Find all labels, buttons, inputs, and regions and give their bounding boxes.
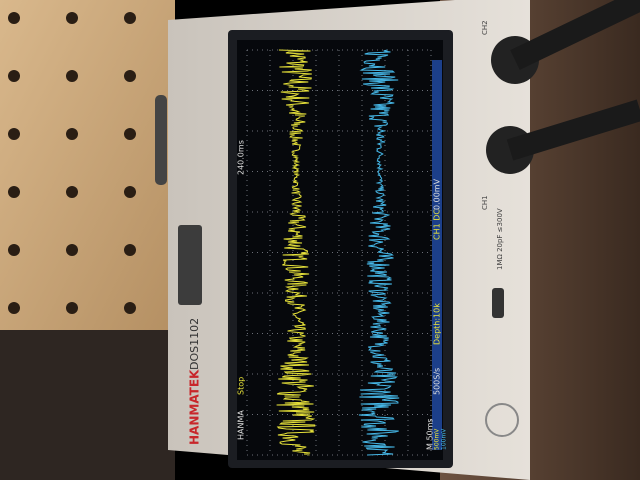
timebase: 240.0ms — [237, 140, 246, 175]
handle — [178, 225, 202, 305]
ch1-trace — [276, 49, 316, 456]
ch1-label: CH1 — [481, 195, 489, 210]
status-bar — [432, 60, 442, 450]
screen — [237, 40, 443, 460]
power-button[interactable] — [485, 403, 519, 437]
ch2-trace — [358, 49, 400, 456]
probes — [506, 0, 640, 161]
sample-rate: 500S/s — [433, 368, 442, 395]
trigger: CH1 DC — [433, 209, 442, 240]
screen-brand: HANMA — [237, 410, 246, 440]
trigger-level: 0.00mV — [433, 178, 442, 210]
usb-port — [492, 288, 504, 318]
input-spec: 1MΩ 20pF ≤300V — [496, 208, 504, 270]
ch2-label: CH2 — [481, 20, 489, 35]
pegboard-holes — [0, 0, 175, 340]
strap — [155, 95, 167, 185]
model: DOS1102 — [188, 318, 201, 370]
ch2-scale: 100mV — [441, 428, 448, 450]
ch1-scale: 500mV — [434, 428, 441, 450]
depth: Depth:10k — [433, 303, 442, 345]
brand: HANMATEK — [188, 369, 202, 445]
grid — [246, 49, 432, 456]
status: Stop — [237, 377, 246, 395]
time-scale: M 50ms — [426, 418, 435, 450]
shadow — [0, 330, 175, 480]
